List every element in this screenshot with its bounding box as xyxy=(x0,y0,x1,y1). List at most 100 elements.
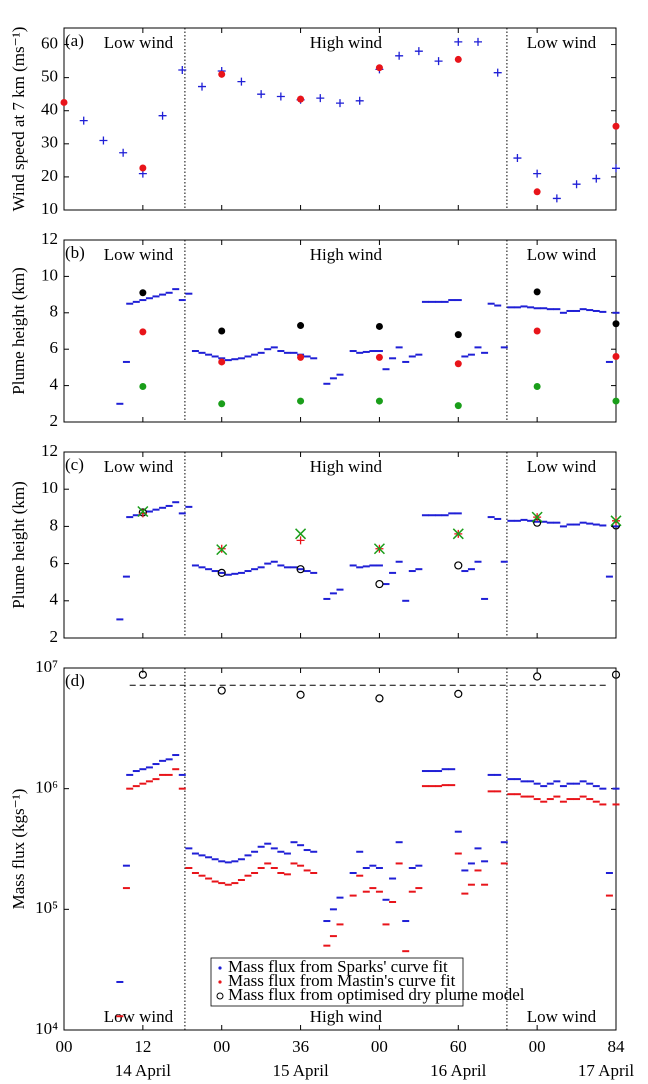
regime-label: Low wind xyxy=(527,1007,597,1026)
circle-marker xyxy=(375,694,384,703)
dot-marker xyxy=(218,358,226,366)
plus-marker xyxy=(99,136,108,145)
panel-label: (c) xyxy=(65,455,84,474)
plus-marker xyxy=(533,169,542,178)
y-axis-label: Mass flux (kgs⁻¹) xyxy=(9,789,28,910)
dot-marker xyxy=(297,353,305,361)
plus-marker xyxy=(513,154,522,163)
y-tick-label: 6 xyxy=(50,338,59,357)
dot-marker xyxy=(139,328,147,336)
plus-marker xyxy=(296,536,305,545)
plus-marker xyxy=(276,92,285,101)
plus-marker xyxy=(454,37,463,46)
regime-label: Low wind xyxy=(104,245,174,264)
circle-marker xyxy=(611,670,621,679)
plot-frame xyxy=(63,239,617,423)
circle-marker xyxy=(454,561,463,570)
legend-box xyxy=(210,957,464,1007)
dot-marker xyxy=(533,288,541,296)
y-tick-label: 12 xyxy=(41,441,58,460)
dot-marker xyxy=(454,331,462,339)
date-label: 16 April xyxy=(430,1061,486,1080)
dot-marker xyxy=(375,64,383,72)
cross-marker xyxy=(531,511,543,523)
legend-label: Mass flux from Sparks' curve fit xyxy=(228,957,448,976)
regime-label: High wind xyxy=(310,33,383,52)
dot-marker xyxy=(139,383,147,391)
regime-label: Low wind xyxy=(104,457,174,476)
regime-label: High wind xyxy=(310,1007,383,1026)
panel-label: (b) xyxy=(65,243,85,262)
x-tick-label: 00 xyxy=(371,1037,388,1056)
plus-marker xyxy=(198,82,206,91)
y-tick-label: 4 xyxy=(50,590,59,609)
dot-marker xyxy=(533,383,541,391)
dot-marker xyxy=(297,95,305,103)
y-tick-label: 10⁴ xyxy=(35,1019,58,1038)
y-tick-label: 6 xyxy=(50,553,59,572)
dot-marker xyxy=(612,397,620,405)
plus-marker xyxy=(493,68,502,77)
dot-marker xyxy=(454,55,462,63)
circle-marker xyxy=(296,565,305,574)
dot-marker xyxy=(454,360,462,368)
dot-marker xyxy=(375,322,383,330)
circle-marker xyxy=(217,568,226,578)
y-tick-label: 50 xyxy=(41,67,58,86)
plus-marker xyxy=(178,66,187,75)
x-tick-label: 36 xyxy=(292,1037,309,1056)
y-tick-label: 60 xyxy=(41,33,58,52)
plus-marker xyxy=(79,116,88,125)
dot-marker xyxy=(612,352,620,360)
dot-marker xyxy=(454,402,462,410)
circle-marker xyxy=(296,690,305,699)
plot-frame xyxy=(63,27,617,211)
cross-marker xyxy=(452,528,464,540)
plus-marker xyxy=(414,47,423,56)
y-tick-label: 4 xyxy=(50,375,59,394)
y-tick-label: 40 xyxy=(41,100,58,119)
x-tick-label: 00 xyxy=(56,1037,73,1056)
y-tick-label: 10 xyxy=(41,199,58,218)
dot-marker xyxy=(60,98,68,106)
y-axis-label: Plume height (km) xyxy=(9,267,28,394)
plus-marker xyxy=(257,90,266,99)
x-tick-label: 84 xyxy=(608,1037,626,1056)
plus-marker xyxy=(474,37,482,46)
regime-label: Low wind xyxy=(104,1007,174,1026)
y-tick-label: 10 xyxy=(41,478,58,497)
dot-marker xyxy=(297,397,305,405)
circle-marker xyxy=(217,686,226,695)
x-tick-label: 12 xyxy=(134,1037,151,1056)
regime-label: Low wind xyxy=(527,457,597,476)
regime-label: High wind xyxy=(310,245,383,264)
dot-marker xyxy=(218,327,226,335)
regime-label: Low wind xyxy=(527,245,597,264)
dot-marker xyxy=(612,122,620,130)
date-label: 15 April xyxy=(272,1061,328,1080)
regime-label: High wind xyxy=(310,457,383,476)
plus-marker xyxy=(237,77,246,86)
plus-marker xyxy=(612,164,620,173)
y-tick-label: 20 xyxy=(41,166,58,185)
y-tick-label: 10⁵ xyxy=(35,898,58,917)
legend-swatch xyxy=(218,980,222,984)
legend-swatch xyxy=(218,966,222,970)
circle-marker xyxy=(533,672,542,681)
dot-marker xyxy=(139,289,147,297)
circle-marker xyxy=(454,689,463,699)
x-tick-label: 60 xyxy=(450,1037,467,1056)
plus-marker xyxy=(336,99,344,108)
dot-marker xyxy=(533,327,541,335)
plus-marker xyxy=(434,57,443,66)
plus-marker xyxy=(552,194,561,203)
panel-label: (a) xyxy=(65,31,84,50)
y-tick-label: 2 xyxy=(50,411,59,430)
dot-marker xyxy=(533,188,541,196)
y-tick-label: 10 xyxy=(41,265,58,284)
legend-swatch xyxy=(216,992,224,1000)
cross-marker xyxy=(610,515,622,527)
y-tick-label: 8 xyxy=(50,302,59,321)
